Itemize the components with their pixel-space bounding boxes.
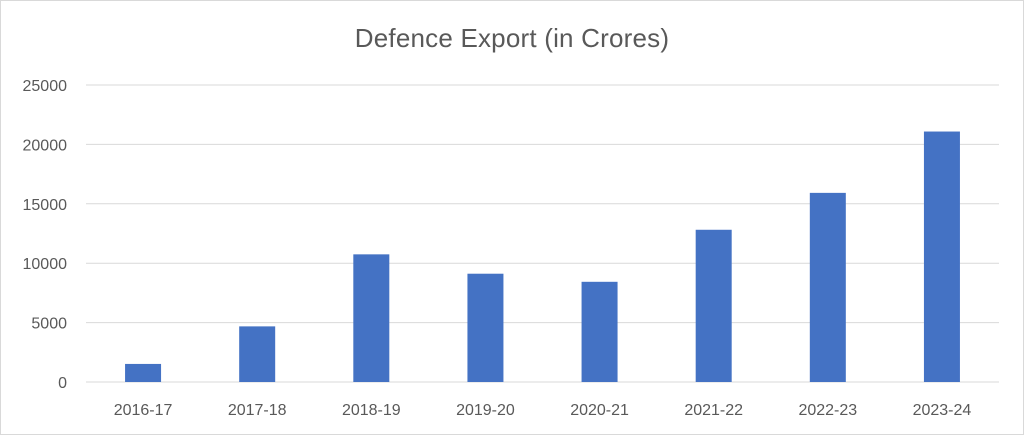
x-tick-label: 2020-21 <box>570 402 629 419</box>
x-tick-label: 2019-20 <box>456 402 515 419</box>
bar <box>695 229 732 382</box>
bar <box>239 326 276 382</box>
bar <box>125 363 162 382</box>
chart-title: Defence Export (in Crores) <box>354 23 670 53</box>
bar <box>581 281 618 382</box>
bar <box>809 192 846 382</box>
y-tick-label: 0 <box>58 375 67 392</box>
y-tick-label: 20000 <box>23 137 68 154</box>
y-tick-label: 15000 <box>23 197 68 214</box>
x-tick-label: 2022-23 <box>798 402 857 419</box>
x-tick-label: 2018-19 <box>342 402 401 419</box>
x-tick-label: 2016-17 <box>114 402 173 419</box>
bar <box>467 273 504 382</box>
x-tick-label: 2017-18 <box>228 402 287 419</box>
y-tick-label: 5000 <box>31 316 67 333</box>
bar <box>353 254 390 382</box>
bar <box>923 131 960 382</box>
y-tick-label: 25000 <box>23 78 68 95</box>
x-tick-label: 2021-22 <box>684 402 743 419</box>
y-tick-label: 10000 <box>23 256 68 273</box>
x-tick-label: 2023-24 <box>913 402 972 419</box>
